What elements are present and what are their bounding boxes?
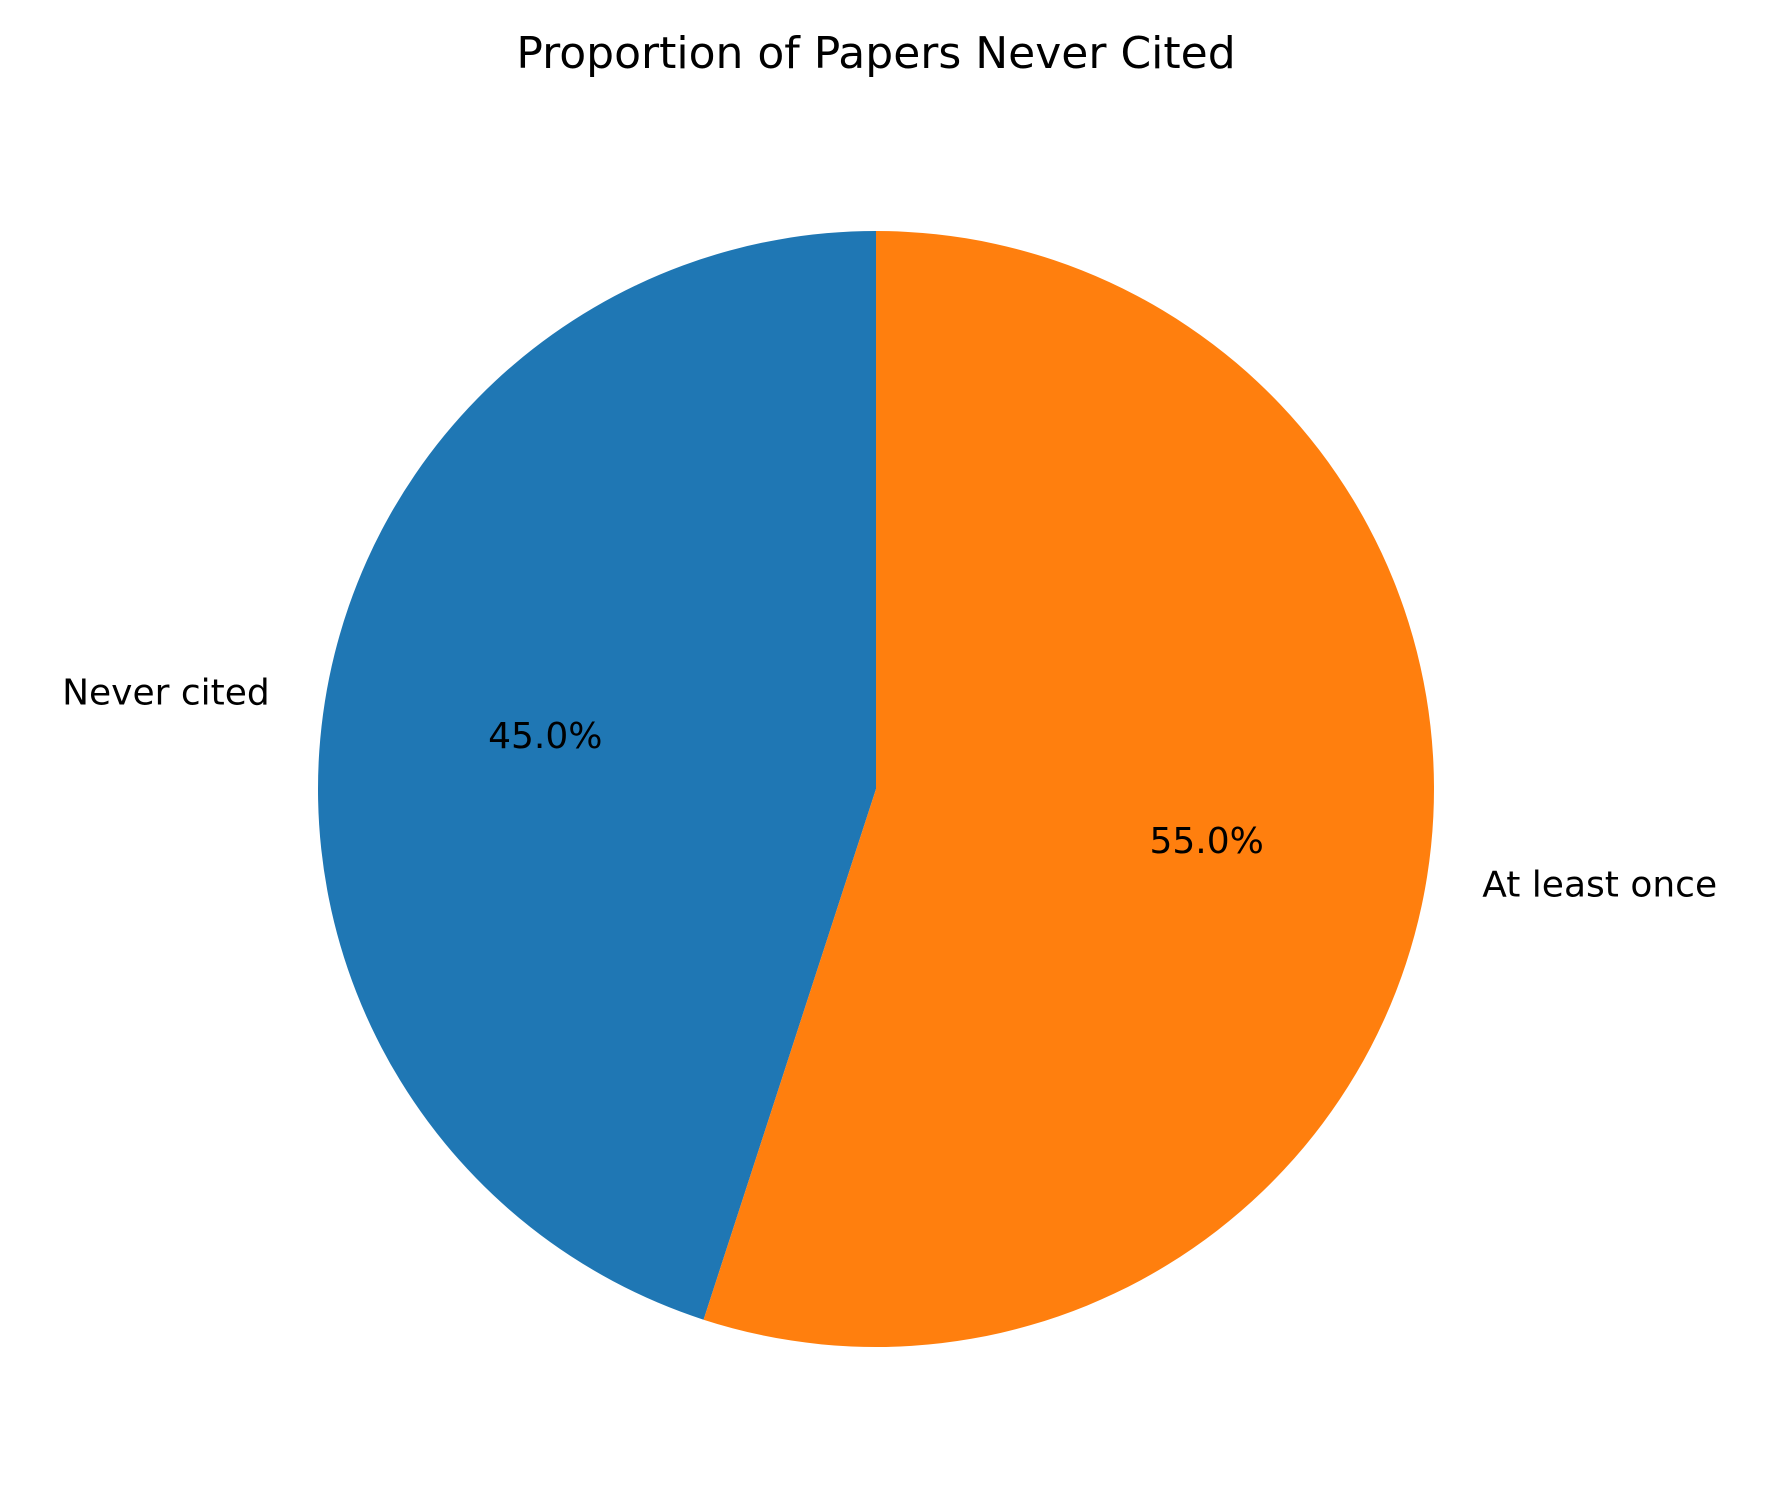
- chart-title: Proportion of Papers Never Cited: [516, 28, 1235, 79]
- slice-label: Never cited: [62, 672, 270, 713]
- slice-percent-label: 45.0%: [488, 716, 602, 757]
- pie-labels: Never cited 45.0% At least once 55.0%: [62, 672, 1717, 905]
- slice-percent-label: 55.0%: [1149, 821, 1263, 862]
- pie-slice-at-least-once: [703, 231, 1434, 1347]
- slice-label: At least once: [1482, 865, 1717, 906]
- pie-slice-never-cited: [317, 231, 876, 1320]
- pie-slices: [317, 231, 1434, 1347]
